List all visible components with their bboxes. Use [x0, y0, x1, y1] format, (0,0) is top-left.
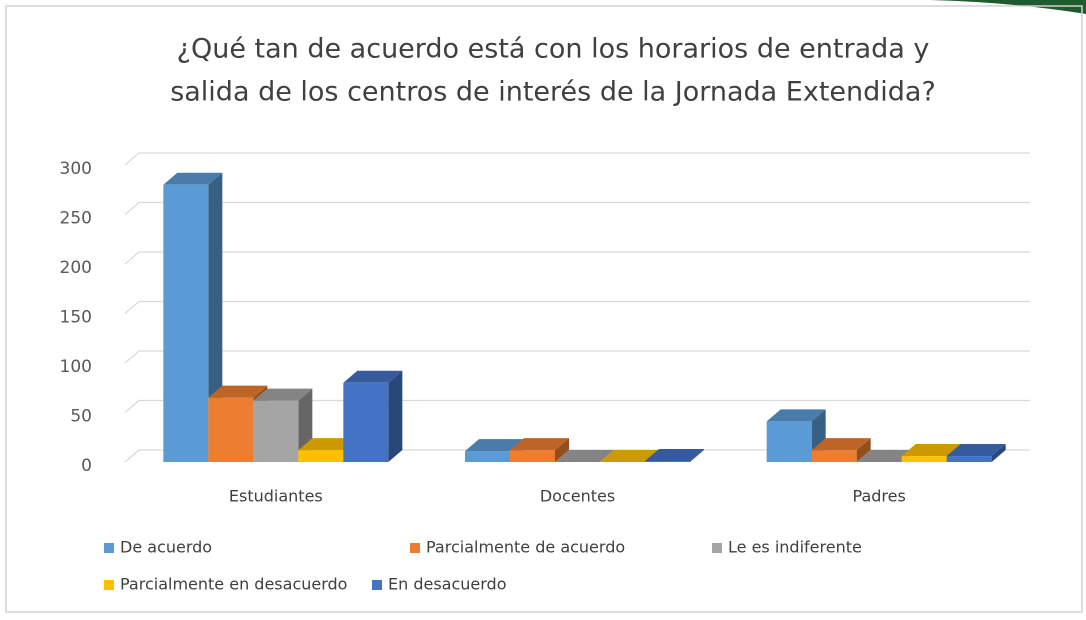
y-tick-label: 250: [60, 209, 92, 229]
bar-top: [208, 385, 268, 398]
corner-decoration: [930, 0, 1086, 14]
legend-label: En desacuerdo: [388, 575, 507, 594]
bar: [946, 456, 992, 462]
legend-label: Parcialmente en desacuerdo: [120, 575, 347, 594]
legend-swatch: [712, 543, 722, 553]
bar-side: [856, 438, 871, 462]
bar-top: [645, 449, 704, 462]
legend-swatch: [104, 543, 114, 553]
bar-side: [388, 370, 403, 462]
bar: [465, 451, 510, 462]
y-tick-label: 0: [81, 456, 92, 476]
bar-top: [510, 438, 569, 451]
y-tick-label: 200: [60, 258, 92, 278]
chart-title: salida de los centros de interés de la J…: [170, 77, 936, 108]
bar-top: [298, 438, 358, 451]
bar: [208, 397, 254, 462]
bar: [163, 184, 209, 463]
chart-border: [5, 5, 1083, 613]
bar-side: [690, 449, 704, 462]
chart-title: ¿Qué tan de acuerdo está con los horario…: [177, 34, 930, 65]
bar-top: [465, 439, 524, 452]
x-tick-label: Estudiantes: [229, 487, 323, 506]
legend-swatch: [372, 580, 382, 590]
bar-top: [253, 388, 313, 401]
bar: [811, 450, 857, 462]
bar-top: [163, 172, 223, 185]
bar-top: [600, 450, 659, 462]
y-tick-label: 300: [60, 159, 92, 179]
x-tick-label: Padres: [853, 487, 906, 506]
y-tick-label: 50: [70, 407, 92, 427]
grid-line: [124, 449, 1030, 463]
bar: [901, 456, 947, 462]
legend-swatch: [104, 580, 114, 590]
legend-swatch: [410, 543, 420, 553]
bar: [253, 400, 299, 462]
legend-label: Parcialmente de acuerdo: [426, 538, 625, 557]
bar-top: [811, 438, 871, 451]
grid-line: [124, 300, 1030, 314]
grid-line: [124, 152, 1030, 166]
bar: [645, 461, 690, 462]
grid-line: [124, 251, 1030, 265]
grid-line: [124, 399, 1030, 413]
bar-top: [856, 450, 916, 462]
bar-top: [946, 444, 1006, 457]
bar-top: [901, 444, 961, 457]
bar-side: [555, 438, 569, 462]
grid-line: [124, 350, 1030, 364]
legend-label: Le es indiferente: [728, 538, 862, 557]
x-tick-label: Docentes: [540, 487, 615, 506]
grid-line: [124, 201, 1030, 215]
y-tick-label: 150: [60, 308, 92, 328]
bar-top: [555, 450, 614, 462]
bar: [298, 450, 344, 462]
bar: [766, 421, 812, 462]
bar-top: [766, 409, 826, 422]
bar: [510, 450, 555, 462]
bar-side: [991, 444, 1006, 462]
bar-top: [343, 370, 403, 383]
bar: [343, 382, 389, 462]
y-tick-label: 100: [60, 357, 92, 377]
legend-label: De acuerdo: [120, 538, 212, 557]
